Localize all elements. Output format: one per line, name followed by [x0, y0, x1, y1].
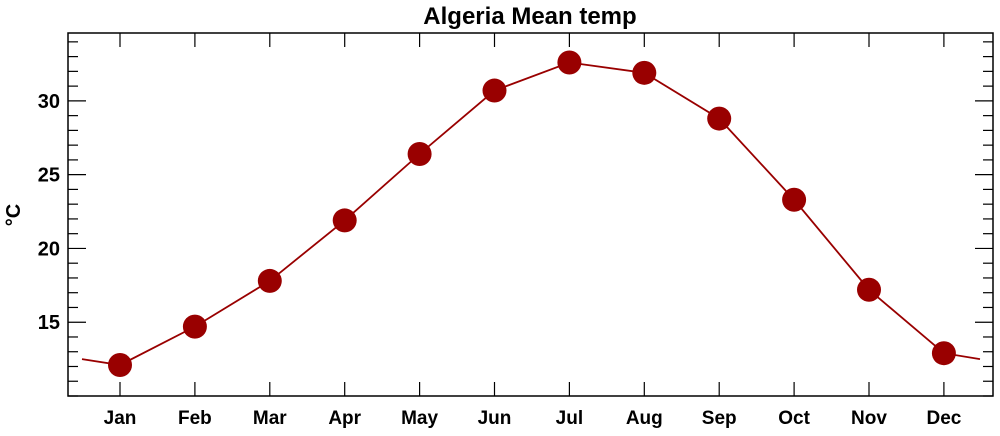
data-point-nov	[857, 277, 881, 302]
data-point-oct	[782, 187, 807, 212]
x-tick-label: Jan	[104, 408, 137, 429]
x-tick-label: Oct	[778, 408, 810, 429]
y-axis-label: °C	[3, 204, 25, 226]
x-tick-label: Aug	[626, 408, 663, 429]
data-point-may	[407, 142, 432, 166]
y-tick-label: 25	[38, 165, 60, 187]
data-point-sep	[707, 106, 732, 131]
data-point-feb	[182, 314, 207, 339]
x-tick-label: Apr	[328, 408, 361, 429]
data-point-jul	[557, 50, 582, 75]
x-tick-label: May	[401, 408, 438, 429]
x-tick-label: Feb	[178, 408, 212, 429]
chart-title: Algeria Mean temp	[423, 3, 636, 30]
data-point-dec	[931, 341, 956, 366]
x-tick-label: Sep	[702, 408, 737, 429]
plot-frame	[67, 32, 994, 397]
data-point-jun	[482, 78, 507, 103]
data-point-apr	[332, 208, 357, 233]
x-tick-label: Jun	[478, 408, 512, 429]
data-point-mar	[257, 268, 282, 293]
x-tick-label: Jul	[556, 408, 583, 429]
x-tick-label: Nov	[851, 408, 887, 429]
data-point-jan	[108, 353, 132, 378]
series-line	[81, 61, 981, 366]
x-tick-label: Dec	[926, 408, 961, 429]
data-point-aug	[632, 60, 657, 85]
y-tick-label: 20	[38, 238, 60, 260]
y-tick-label: 30	[38, 91, 60, 113]
x-tick-label: Mar	[253, 408, 287, 429]
y-tick-label: 15	[38, 312, 60, 334]
